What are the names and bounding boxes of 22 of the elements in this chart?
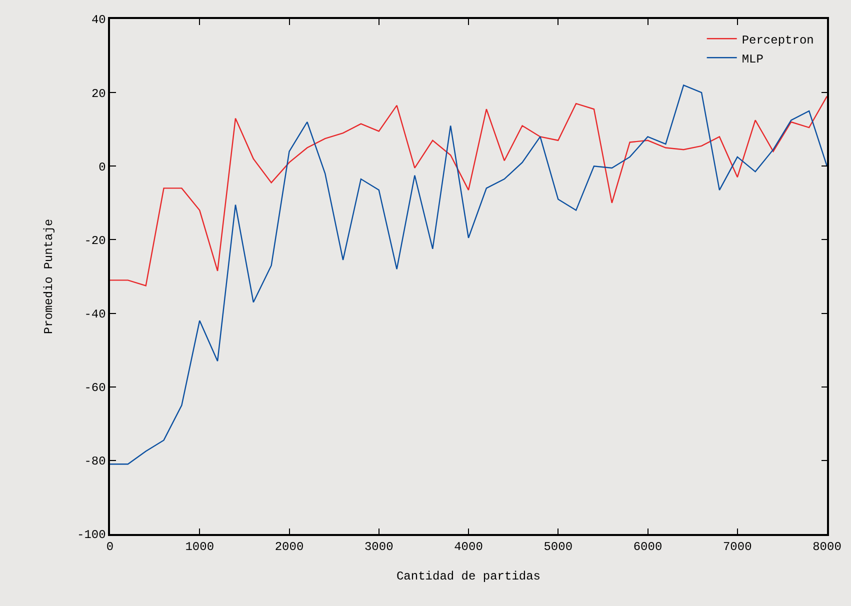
x-tick-label: 1000	[185, 540, 214, 554]
y-tick-label: -60	[84, 381, 106, 396]
line-series	[110, 96, 827, 286]
x-tick-label: 4000	[454, 540, 483, 554]
y-axis-title: Promedio Puntaje	[42, 218, 56, 334]
y-tick-label: -20	[84, 234, 106, 248]
y-tick-label: -100	[77, 528, 106, 542]
y-tick-label: -40	[84, 307, 106, 322]
x-tick-label: 6000	[633, 540, 662, 554]
y-tick-label: 20	[91, 86, 106, 101]
x-tick-label: 5000	[544, 540, 573, 554]
legend-label: MLP	[742, 52, 764, 66]
y-tick-label: -80	[84, 454, 106, 469]
line-series	[110, 84, 827, 465]
legend-label: Perceptron	[742, 33, 814, 48]
x-tick-label: 2000	[274, 540, 304, 554]
y-tick-label: 0	[98, 160, 106, 174]
y-tick-label: 40	[91, 13, 106, 28]
x-tick-label: 3000	[364, 540, 394, 554]
x-tick-label: 7000	[722, 540, 752, 554]
x-tick-label: 8000	[812, 540, 842, 554]
x-axis-title: Cantidad de partidas	[396, 570, 541, 584]
